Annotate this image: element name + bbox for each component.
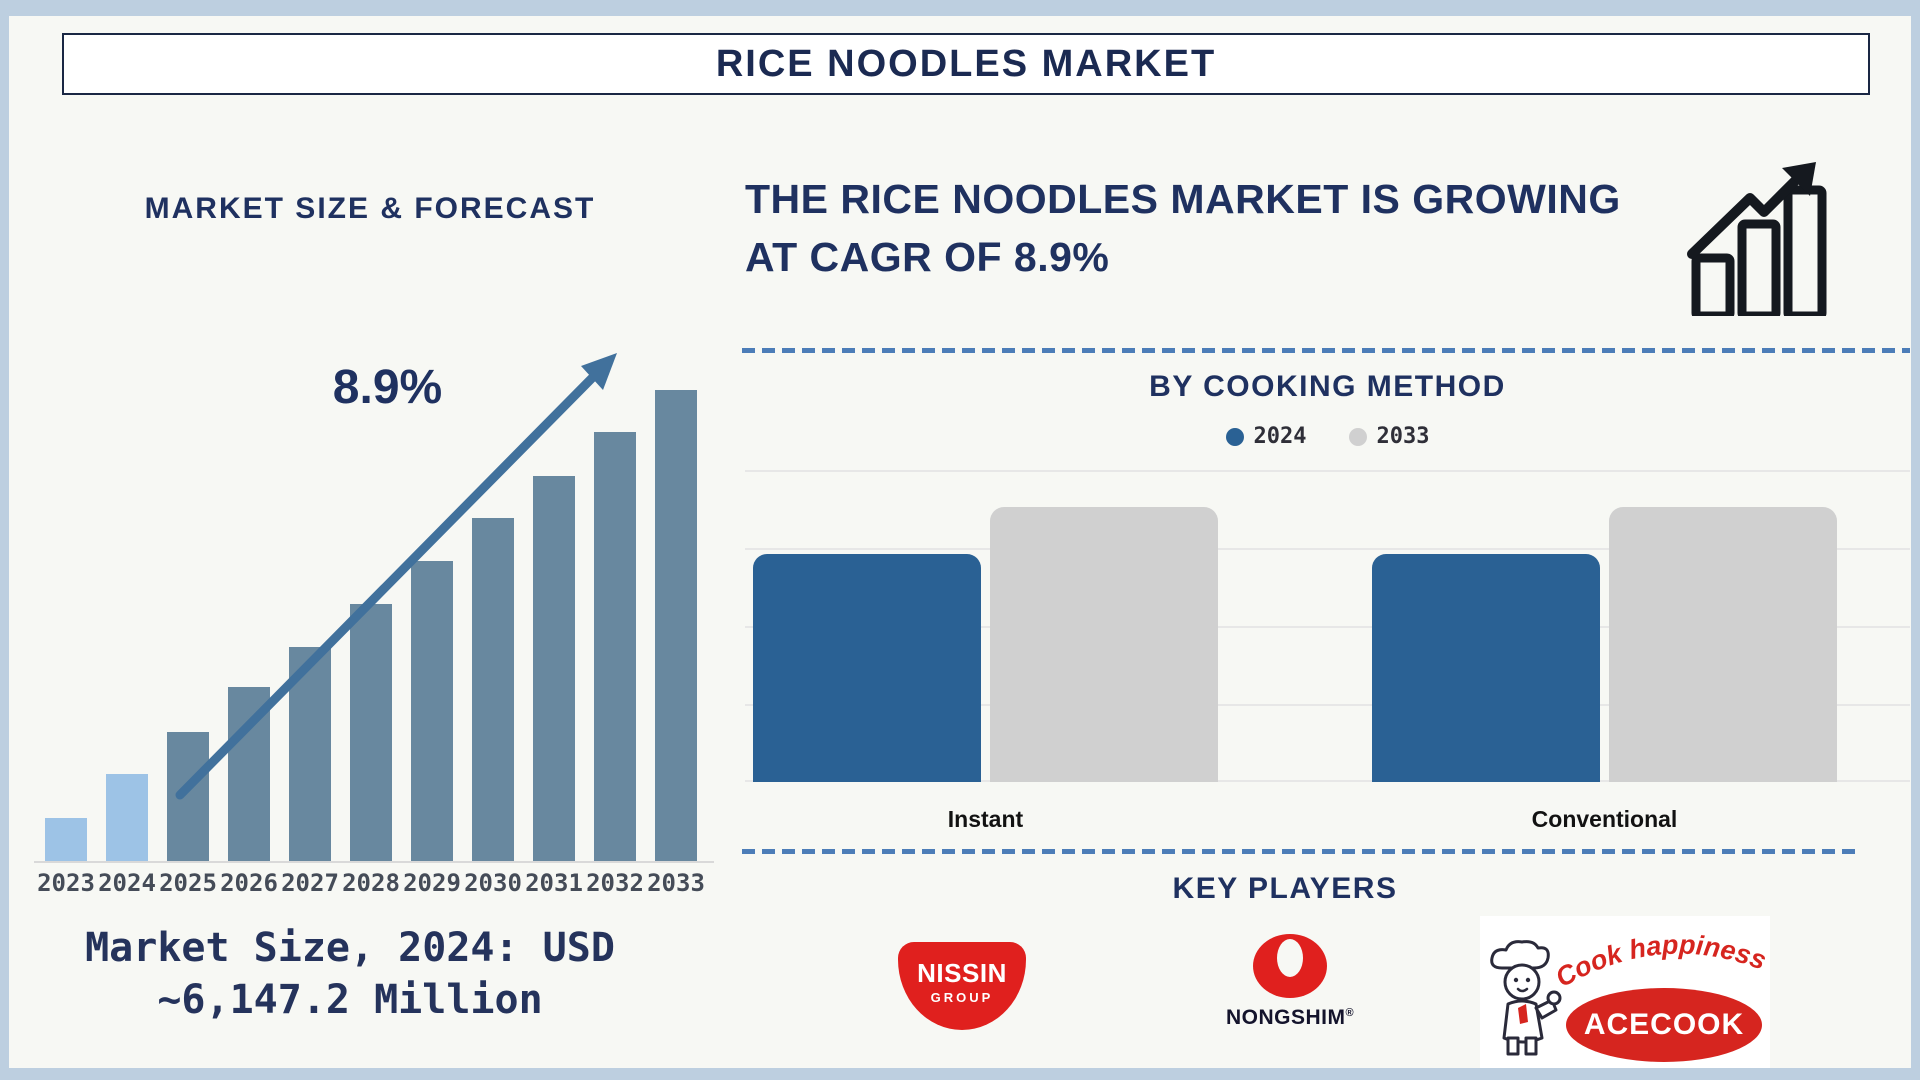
forecast-bar-2029 — [411, 561, 453, 862]
acecook-chef-icon — [1490, 940, 1562, 1056]
forecast-bar-2030 — [472, 518, 514, 862]
cooking-method-legend: 2024 2033 — [745, 424, 1910, 449]
year-label: 2031 — [525, 869, 583, 897]
forecast-bar-2032 — [594, 432, 636, 862]
legend-item-2033: 2033 — [1348, 424, 1430, 449]
dashed-divider-top — [742, 348, 1910, 353]
cooking-bar-Instant-2033 — [990, 507, 1218, 782]
key-players-heading: KEY PLAYERS — [1172, 872, 1398, 905]
cagr-annotation: 8.9% — [332, 361, 443, 414]
year-label: 2033 — [647, 869, 705, 897]
year-label: 2023 — [37, 869, 95, 897]
year-label: 2030 — [464, 869, 522, 897]
forecast-year-labels: 2023 2024 2025 2026 2027 2028 2029 2030 2031 2032… — [37, 869, 705, 897]
market-size-note-line1: Market Size, 2024: USD — [85, 925, 615, 971]
acecook-tagline-arc: Cook happiness — [1556, 929, 1770, 993]
year-label: 2029 — [403, 869, 461, 897]
market-size-note-line2: ~6,147.2 Million — [157, 977, 543, 1023]
legend-dot-icon — [1348, 427, 1367, 446]
cooking-method-chart — [745, 470, 1910, 782]
gridline — [745, 780, 1910, 782]
acecook-logo: Cook happiness ACECOOK — [1480, 916, 1770, 1068]
legend-label: 2024 — [1253, 424, 1307, 449]
growth-chart-icon — [1687, 162, 1827, 316]
year-label: 2028 — [342, 869, 400, 897]
legend-label: 2033 — [1376, 424, 1430, 449]
market-size-note: Market Size, 2024: USD ~6,147.2 Million — [25, 922, 675, 1026]
acecook-oval: ACECOOK — [1566, 988, 1762, 1062]
forecast-bar-2024 — [106, 774, 148, 862]
year-label: 2024 — [98, 869, 156, 897]
page-canvas — [9, 16, 1911, 1068]
trend-arrow — [175, 353, 617, 800]
gridline — [745, 470, 1910, 472]
year-label: 2026 — [220, 869, 278, 897]
page-title: RICE NOODLES MARKET — [715, 42, 1217, 85]
gridline — [745, 548, 1910, 550]
cooking-method-heading: BY COOKING METHOD — [1149, 370, 1506, 403]
forecast-bar-2028 — [350, 604, 392, 862]
title-bar: RICE NOODLES MARKET — [62, 33, 1870, 95]
cooking-bar-Conventional-2024 — [1372, 554, 1600, 782]
forecast-bar-chart — [45, 390, 697, 862]
cooking-bar-Conventional-2033 — [1609, 507, 1837, 782]
cooking-category-label-Conventional: Conventional — [1531, 806, 1678, 832]
forecast-bar-2025 — [167, 732, 209, 862]
growth-headline-line2: AT CAGR OF 8.9% — [745, 234, 1110, 281]
nissin-logo-name: NISSIN — [917, 958, 1007, 988]
growth-headline-line1: THE RICE NOODLES MARKET IS GROWING — [745, 176, 1621, 222]
cooking-bar-Instant-2024 — [753, 554, 981, 782]
year-label: 2025 — [159, 869, 217, 897]
nongshim-seed-cutout — [1277, 939, 1303, 977]
svg-text:Cook happiness: Cook happiness — [1556, 929, 1770, 993]
nongshim-logo-name: NONGSHIM® — [1225, 1006, 1355, 1029]
year-label: 2027 — [281, 869, 339, 897]
gridline — [745, 704, 1910, 706]
nongshim-logo: NONGSHIM® — [1215, 930, 1365, 1035]
market-size-heading: MARKET SIZE & FORECAST — [144, 192, 596, 225]
gridline — [745, 626, 1910, 628]
year-label: 2032 — [586, 869, 644, 897]
forecast-x-axis — [34, 861, 714, 863]
nongshim-seed-mark-icon — [1253, 934, 1327, 998]
dashed-divider-bottom — [742, 849, 1862, 854]
nissin-logo-sub: GROUP — [930, 990, 994, 1005]
acecook-logo-name: ACECOOK — [1583, 1008, 1745, 1041]
cooking-category-label-Instant: Instant — [947, 806, 1024, 832]
forecast-bar-2023 — [45, 818, 87, 862]
legend-dot-icon — [1225, 427, 1244, 446]
legend-item-2024: 2024 — [1225, 424, 1307, 449]
forecast-bar-2031 — [533, 476, 575, 862]
growth-headline: THE RICE NOODLES MARKET IS GROWING AT CA… — [745, 170, 1695, 286]
forecast-bar-2033 — [655, 390, 697, 862]
registered-mark: ® — [1345, 1007, 1355, 1019]
